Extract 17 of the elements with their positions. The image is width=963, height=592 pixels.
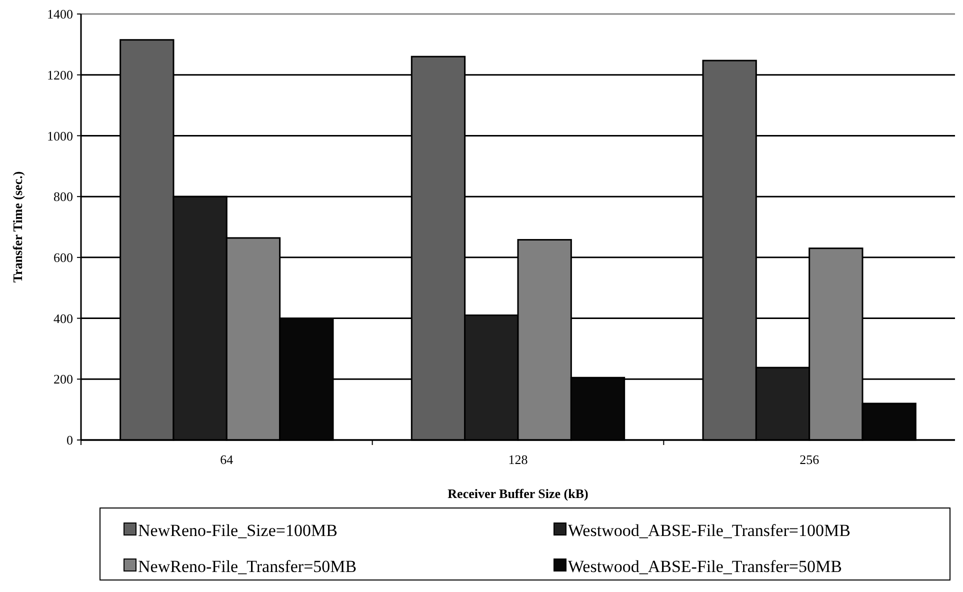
y-tick-label: 200 [54,372,73,387]
x-tick-label: 64 [220,452,234,467]
legend-label: Westwood_ABSE-File_Transfer=100MB [568,520,850,540]
legend-label: Westwood_ABSE-File_Transfer=50MB [568,556,842,576]
x-axis-title: Receiver Buffer Size (kB) [448,486,588,501]
y-tick-label: 800 [54,189,73,204]
x-tick-label: 128 [508,452,528,467]
y-tick-label: 1400 [47,6,73,22]
legend-label: NewReno-File_Size=100MB [138,520,338,540]
y-tick-label: 400 [54,310,73,326]
x-tick-label: 256 [800,452,820,467]
legend-label: NewReno-File_Transfer=50MB [138,556,357,576]
y-tick-label: 1200 [47,67,73,82]
y-tick-label: 0 [66,432,73,448]
y-axis-title: Transfer Time (sec.) [10,171,25,283]
y-tick-label: 600 [54,250,73,265]
y-tick-label: 1000 [47,128,73,144]
